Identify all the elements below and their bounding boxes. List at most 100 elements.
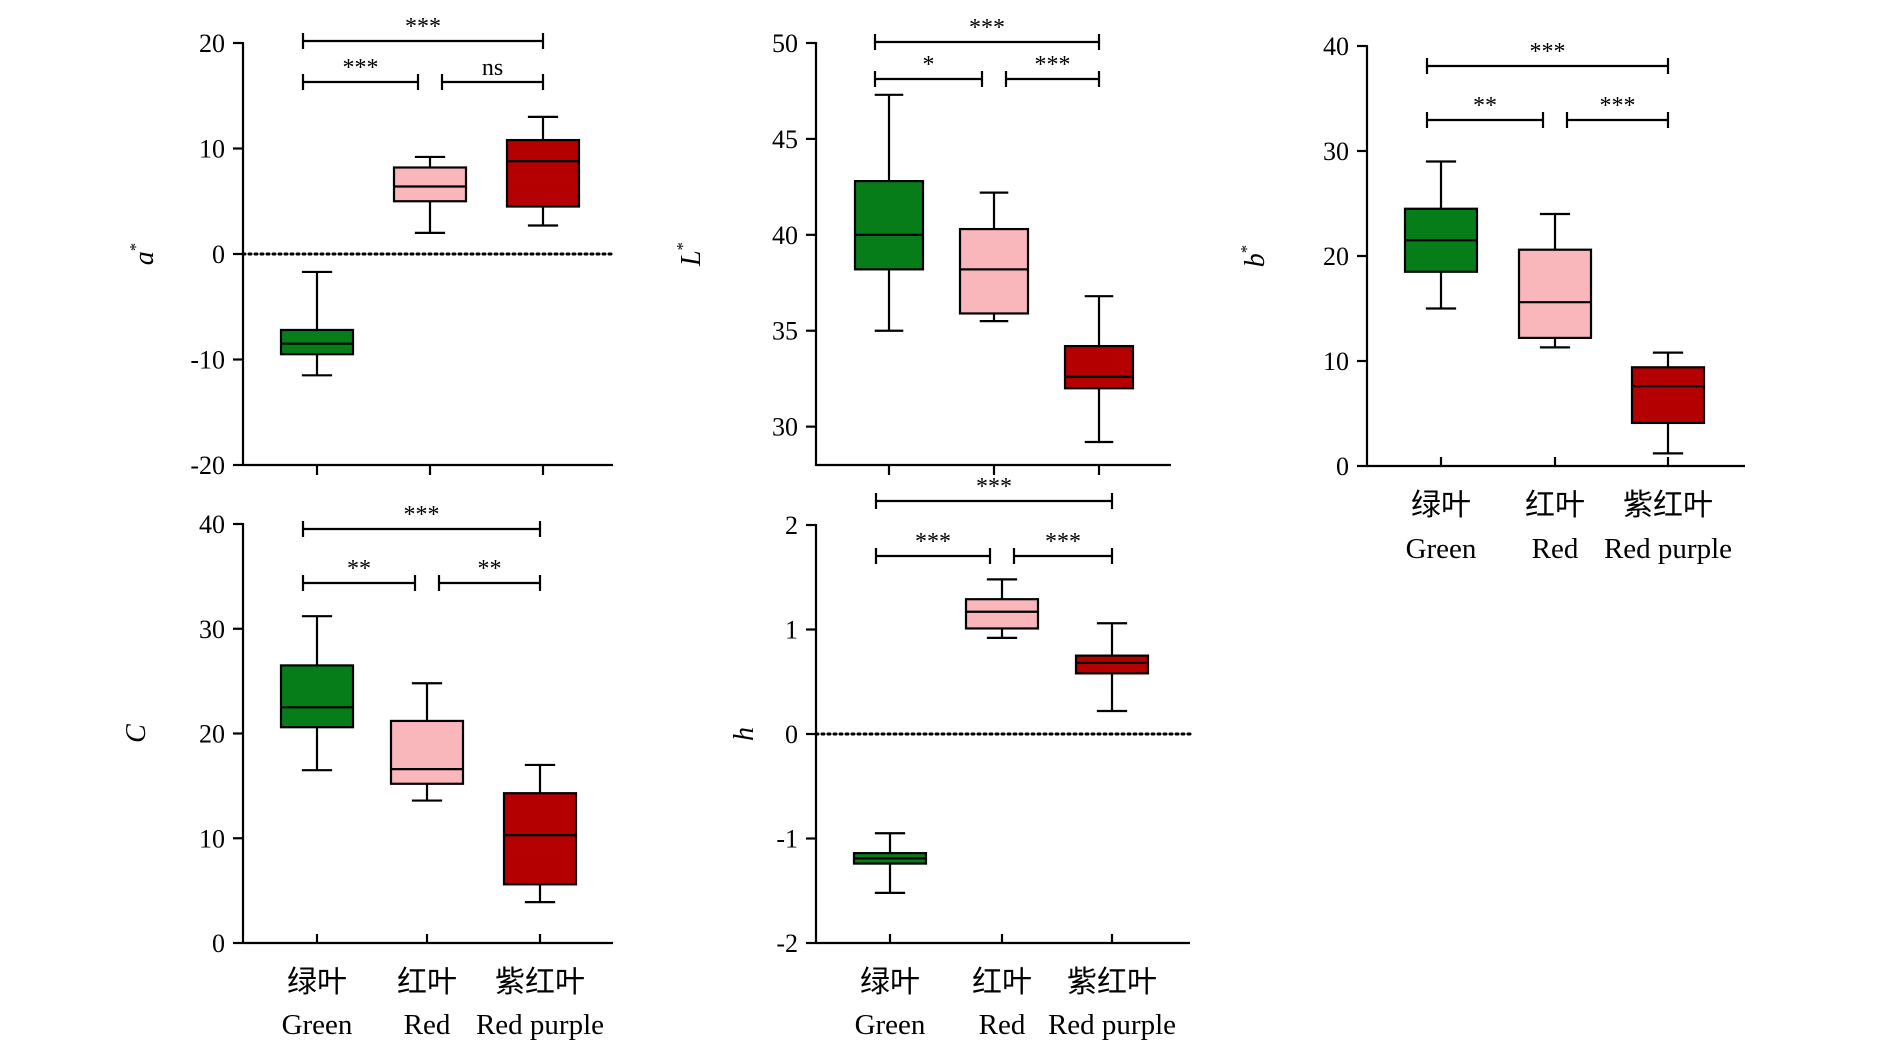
y-tick-label: -20 [190,451,225,480]
significance-bracket: *** [301,502,542,537]
box-1 [1517,212,1593,349]
box-iqr [853,180,925,271]
significance-bracket: *** [1425,39,1670,74]
significance-label: *** [915,529,951,555]
category-label-zh: 绿叶 [1411,489,1471,522]
category-label-zh: 红叶 [1525,489,1585,522]
category-label-zh: 绿叶 [860,966,920,999]
y-tick-label: 20 [1323,242,1349,271]
y-tick-label: -10 [190,346,225,375]
significance-label: ** [1473,93,1497,119]
significance-label: *** [1045,529,1081,555]
significance-label: ns [482,55,503,81]
box-2 [1074,622,1150,713]
box-0 [279,615,355,772]
y-tick-label: -2 [776,929,798,958]
y-axis-label: C [121,724,152,743]
y-tick-label: 10 [199,824,225,853]
box-iqr [1630,366,1706,425]
y-axis-label-superscript: * [673,242,692,251]
box-2 [502,763,578,904]
significance-bracket: ** [437,556,542,591]
panel-h: -2 -1 0 1 2 h *** *** *** 绿叶 Green 红叶 Red 紫红叶 Red purp… [729,474,1194,1041]
y-tick-label: 35 [772,317,798,346]
significance-bracket: *** [874,529,992,564]
category-label-en: Green [282,1009,353,1041]
significance-bracket: *** [1004,52,1101,87]
significance-bracket: *** [1565,93,1670,128]
y-tick-label: 0 [212,240,225,269]
box-iqr [1074,654,1150,675]
significance-label: *** [976,474,1012,500]
box-iqr [1517,248,1593,339]
y-tick-label: 30 [772,413,798,442]
significance-label: ** [478,556,502,582]
y-tick-label: 20 [199,29,225,58]
y-axis-label-superscript: * [126,243,145,252]
box-iqr [502,792,578,886]
y-tick-label: 20 [199,720,225,749]
significance-label: * [923,52,935,78]
box-0 [1403,160,1479,310]
box-2 [505,115,581,227]
significance-label: *** [343,55,379,81]
category-label-en: Red purple [1048,1009,1176,1041]
category-label-en: Red purple [1604,533,1732,565]
box-iqr [392,166,468,203]
significance-label: *** [405,14,441,40]
category-label-en: Green [1406,533,1477,565]
box-iqr [958,227,1030,315]
y-tick-label: 30 [199,615,225,644]
category-label-zh: 红叶 [972,966,1032,999]
y-tick-label: 40 [199,510,225,539]
category-label-en: Red [1532,533,1579,565]
box-2 [1063,295,1135,444]
y-tick-label: 10 [1323,347,1349,376]
significance-bracket: *** [873,15,1101,50]
significance-bracket: ns [440,55,545,90]
y-tick-label: 10 [199,135,225,164]
significance-label: *** [1035,52,1071,78]
significance-bracket: *** [301,55,420,90]
y-axis-label: L* [673,242,707,267]
y-axis-label: h [729,727,760,741]
category-label-zh: 红叶 [397,966,457,999]
box-1 [964,578,1040,639]
box-1 [389,682,465,802]
y-tick-label: 50 [772,29,798,58]
box-1 [392,155,468,234]
box-0 [279,270,355,377]
box-iqr [1063,344,1135,390]
significance-label: ** [347,556,371,582]
significance-bracket: *** [874,474,1114,509]
category-label-zh: 紫红叶 [1067,966,1157,999]
category-label-en: Red [404,1009,451,1041]
box-iqr [279,328,355,356]
y-axis-label: b* [1237,245,1271,268]
category-label-zh: 绿叶 [287,966,347,999]
box-0 [853,93,925,332]
y-tick-label: 40 [772,221,798,250]
significance-bracket: ** [301,556,417,591]
y-tick-label: 1 [785,616,798,645]
significance-bracket: * [873,52,984,87]
significance-bracket: *** [1012,529,1114,564]
box-iqr [505,138,581,208]
significance-bracket: ** [1425,93,1545,128]
y-tick-label: 0 [1336,452,1349,481]
box-0 [852,832,928,894]
y-tick-label: 40 [1323,32,1349,61]
significance-bracket: *** [301,14,545,49]
y-axis-label-superscript: * [1237,245,1256,254]
box-2 [1630,351,1706,455]
category-label-en: Red purple [476,1009,604,1041]
category-label-zh: 紫红叶 [1623,489,1713,522]
significance-label: *** [1600,93,1636,119]
category-label-en: Green [855,1009,926,1041]
y-tick-label: 0 [785,720,798,749]
box-iqr [279,664,355,729]
